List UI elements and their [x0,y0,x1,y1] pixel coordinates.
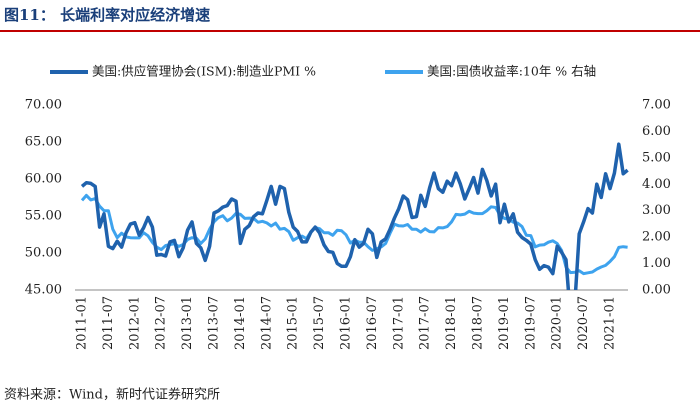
x-tick-label: 2015-01 [286,296,301,350]
x-tick-label: 2020-01 [550,296,565,350]
x-tick-label: 2016-01 [339,296,354,350]
y2-tick-label: 5.00 [642,150,671,165]
x-tick-label: 2011-07 [101,296,116,350]
y2-tick-label: 2.00 [642,230,671,245]
x-tick-label: 2017-01 [391,296,406,350]
x-tick-label: 2012-01 [127,296,142,350]
x-tick-label: 2014-01 [233,296,248,350]
source-note: 资料来源：Wind，新时代证券研究所 [4,387,220,403]
x-tick-label: 2018-07 [471,296,486,350]
y2-tick-label: 1.00 [642,256,671,271]
y-tick-label: 60.00 [25,172,62,187]
x-tick-label: 2011-01 [75,296,90,350]
y-tick-label: 50.00 [25,246,62,261]
plot-area [80,142,629,290]
y2-tick-label: 3.00 [642,203,671,218]
x-tick-label: 2015-07 [312,296,327,350]
x-tick-label: 2019-01 [497,296,512,350]
x-tick-label: 2020-07 [576,296,591,350]
x-tick-label: 2014-07 [259,296,274,350]
y-tick-label: 55.00 [25,209,62,224]
y-tick-label: 45.00 [25,283,62,298]
x-tick-label: 2019-07 [523,296,538,350]
y2-tick-label: 0.00 [642,283,671,298]
x-tick-label: 2012-07 [154,296,169,350]
x-tick-label: 2013-01 [180,296,195,350]
chart-title: 图11： 长端利率对应经济增速 [4,6,210,24]
x-tick-label: 2013-07 [207,296,222,350]
legend-label: 美国:国债收益率:10年 % 右轴 [427,64,596,79]
y2-tick-label: 7.00 [642,98,671,113]
y-tick-label: 65.00 [25,135,62,150]
legend-label: 美国:供应管理协会(ISM):制造业PMI % [92,64,316,79]
x-tick-label: 2016-07 [365,296,380,350]
y2-tick-label: 4.00 [642,177,671,192]
y-tick-label: 70.00 [25,98,62,113]
series-line [80,142,629,290]
x-tick-label: 2018-01 [444,296,459,350]
series-line [80,193,628,276]
y2-tick-label: 6.00 [642,124,671,139]
x-tick-label: 2021-01 [603,296,618,350]
x-tick-label: 2017-07 [418,296,433,350]
